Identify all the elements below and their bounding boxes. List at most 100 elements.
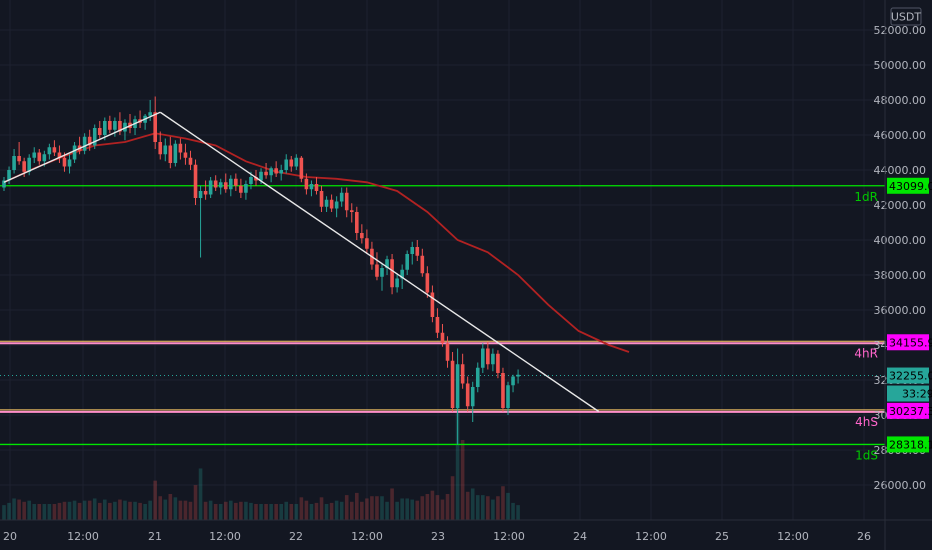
- candle-body: [153, 112, 157, 142]
- volume-bar: [511, 502, 515, 520]
- volume-bar: [108, 502, 112, 520]
- volume-bar: [42, 504, 47, 520]
- time-axis[interactable]: 20 12:00 21 12:00 22 12:00 23 12:00 24 12:00 25 12:…: [0, 519, 932, 543]
- volume-bar: [7, 502, 11, 520]
- volume-bar: [339, 501, 344, 520]
- volume-bar: [506, 492, 510, 520]
- volume-bar: [279, 504, 283, 520]
- candle-body: [486, 348, 490, 365]
- volume-bar: [465, 491, 470, 520]
- volume-bar: [72, 500, 77, 520]
- candle-body: [223, 182, 228, 190]
- volume-bar: [294, 504, 299, 520]
- x-tick-label: 23: [431, 530, 445, 543]
- volume-bar: [183, 500, 188, 520]
- x-tick-label: 12:00: [777, 530, 809, 543]
- candle-body: [103, 121, 107, 135]
- candle-body: [123, 122, 127, 132]
- volume-bar: [32, 504, 37, 520]
- volume-bar: [430, 490, 435, 520]
- volume-bar: [355, 492, 359, 520]
- trendline: [3, 111, 161, 183]
- volume-bar: [128, 501, 132, 520]
- volume-bar: [173, 497, 178, 520]
- candle-body: [460, 364, 465, 384]
- volume-bar: [239, 501, 243, 520]
- price-axis[interactable]: 26000.0028000.0030000.0032000.0034000.00…: [874, 0, 927, 550]
- price-badge: [887, 367, 929, 384]
- support-resistance-lines: [0, 185, 885, 446]
- currency-badge[interactable]: [890, 7, 922, 26]
- price-badge-label: 28318.18: [889, 438, 932, 451]
- volume-bar: [103, 499, 107, 520]
- price-badge-label: 34155.96: [889, 336, 932, 349]
- volume-bar: [2, 505, 6, 520]
- candle-body: [22, 161, 26, 172]
- level-tag: 1dS: [855, 448, 878, 462]
- candle-body: [37, 152, 42, 162]
- volume-bar: [67, 501, 72, 520]
- price-badge-label: 43099.02: [889, 180, 932, 193]
- y-tick-label: 26000.00: [874, 479, 927, 492]
- volume-bar: [269, 504, 273, 520]
- moving-average: [3, 132, 630, 353]
- candle-body: [450, 360, 455, 408]
- volume-bar: [400, 498, 404, 520]
- volume-bar: [218, 504, 223, 520]
- candle-body: [259, 171, 263, 181]
- volume-bar: [344, 495, 349, 520]
- candle-body: [168, 145, 173, 163]
- volume-bar: [481, 495, 485, 520]
- candle-body: [239, 185, 243, 193]
- candlesticks: [2, 96, 520, 445]
- price-badge: [887, 402, 929, 419]
- volume-bar: [92, 498, 97, 520]
- candle-body: [329, 199, 334, 209]
- y-tick-label: 52000.00: [874, 24, 927, 37]
- candle-body: [339, 192, 344, 202]
- volume-bar: [455, 400, 460, 520]
- volume-bar: [329, 502, 334, 520]
- candle-body: [249, 177, 253, 184]
- volume-bar: [234, 502, 238, 520]
- volume-bar: [470, 488, 475, 520]
- candle-body: [82, 136, 87, 151]
- candle-body: [430, 292, 435, 317]
- volume-bar: [309, 504, 314, 520]
- candle-body: [334, 201, 339, 209]
- level-tag: 1dR: [854, 190, 878, 204]
- level-tag: 4hS: [855, 415, 878, 429]
- price-badge: [887, 334, 929, 351]
- volume-bar: [97, 502, 102, 520]
- grid: [0, 0, 885, 520]
- x-tick-label: 21: [148, 530, 162, 543]
- candle-body: [294, 157, 299, 167]
- candle-body: [87, 136, 92, 146]
- volume-bar: [37, 504, 42, 520]
- candle-body: [324, 199, 329, 207]
- volume-bar: [395, 501, 399, 520]
- volume-bar: [47, 504, 52, 520]
- volume-bar: [193, 485, 198, 520]
- candle-body: [198, 191, 203, 198]
- countdown-label: 33:29: [902, 388, 932, 401]
- candle-body: [299, 157, 304, 179]
- candle-body: [218, 182, 223, 188]
- volume-bar: [52, 504, 57, 520]
- y-tick-label: 36000.00: [874, 304, 927, 317]
- volume-bar: [17, 499, 21, 520]
- volume-bar: [264, 504, 268, 520]
- volume-bar: [143, 504, 147, 520]
- volume-bar: [87, 500, 92, 520]
- volume-bar: [259, 504, 263, 520]
- volume-bar: [299, 497, 304, 520]
- volume-bar: [12, 498, 16, 520]
- candle-body: [365, 238, 369, 249]
- candle-body: [304, 178, 309, 190]
- level-badges: 43099.02 1dR 34155.96 4hR 32255.00 30237.33 4h…: [854, 177, 932, 462]
- level-tag: 4hR: [854, 346, 878, 360]
- volume-bar: [314, 502, 319, 520]
- candle-body: [52, 147, 57, 153]
- volume-bar: [445, 494, 450, 520]
